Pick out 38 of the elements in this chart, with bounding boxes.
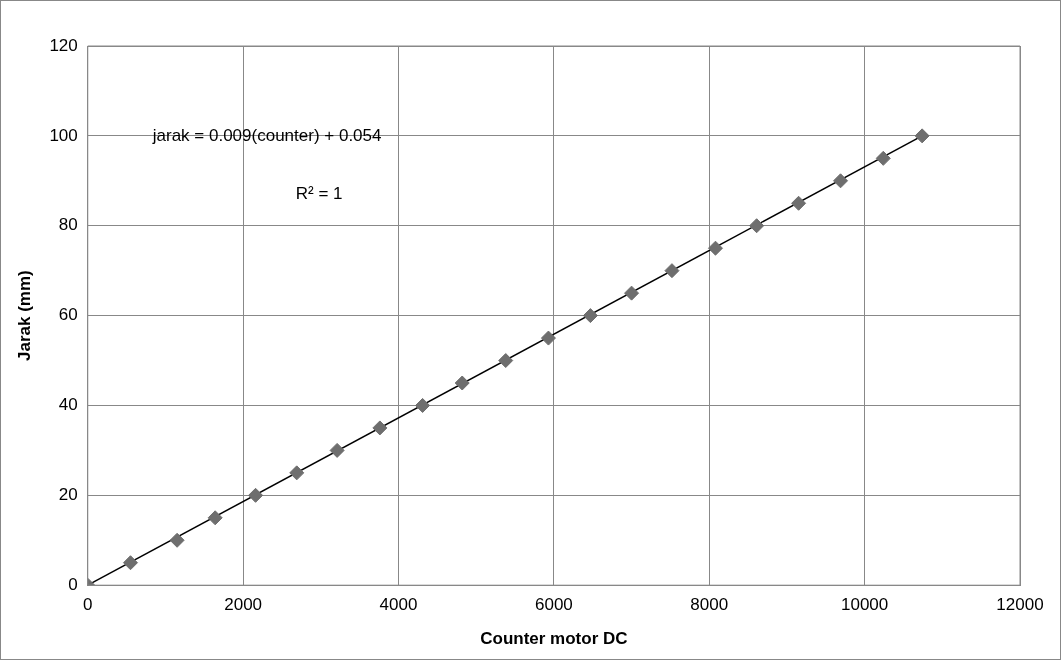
point [248,487,264,503]
point [329,442,345,458]
x-tick-label: 12000 [996,595,1044,615]
x-tick-label: 2000 [224,595,263,615]
y-tick-label: 20 [58,485,78,505]
point [540,330,556,346]
x-tick-label: 8000 [690,595,729,615]
point [289,465,305,481]
point [791,195,807,211]
x-tick-label: 4000 [379,595,418,615]
annotation: R² = 1 [295,183,343,203]
point [454,375,470,391]
x-tick-label: 10000 [840,595,889,615]
point [498,353,514,369]
x-tick-label: 0 [83,595,93,615]
point [122,555,138,571]
point [169,532,185,548]
y-tick-label: 80 [58,215,78,235]
point [749,218,765,234]
point [207,510,223,526]
y-tick-label: 100 [49,125,78,145]
x-tick-label: 6000 [534,595,573,615]
x-axis-title: Counter motor DC [480,629,628,649]
point [415,397,431,413]
y-tick-label: 0 [68,574,78,594]
point [707,240,723,256]
point [582,308,598,324]
y-tick-label: 60 [58,305,78,325]
point [624,285,640,301]
y-tick-label: 120 [49,35,78,55]
annotation: jarak = 0.009(counter) + 0.054 [151,125,382,145]
point [664,263,680,279]
point [833,173,849,189]
point [372,420,388,436]
point [875,150,891,166]
point [914,128,930,144]
y-tick-label: 40 [58,395,78,415]
y-axis-title: Jarak (mm) [14,270,34,361]
